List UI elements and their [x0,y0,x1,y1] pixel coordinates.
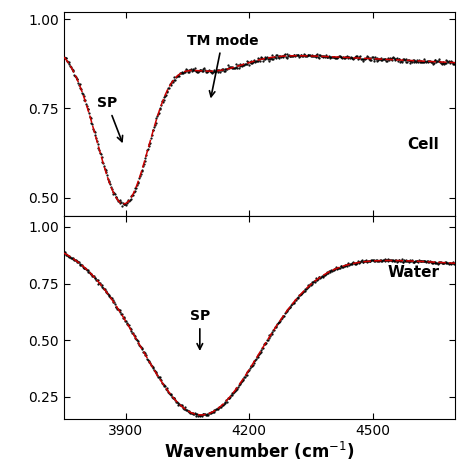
Text: SP: SP [190,309,210,349]
Text: Water: Water [387,265,439,280]
Text: Wavenumber (cm$^{-1}$): Wavenumber (cm$^{-1}$) [164,440,355,462]
Text: TM mode: TM mode [187,34,258,97]
Text: SP: SP [97,96,123,142]
Text: Cell: Cell [408,137,439,152]
